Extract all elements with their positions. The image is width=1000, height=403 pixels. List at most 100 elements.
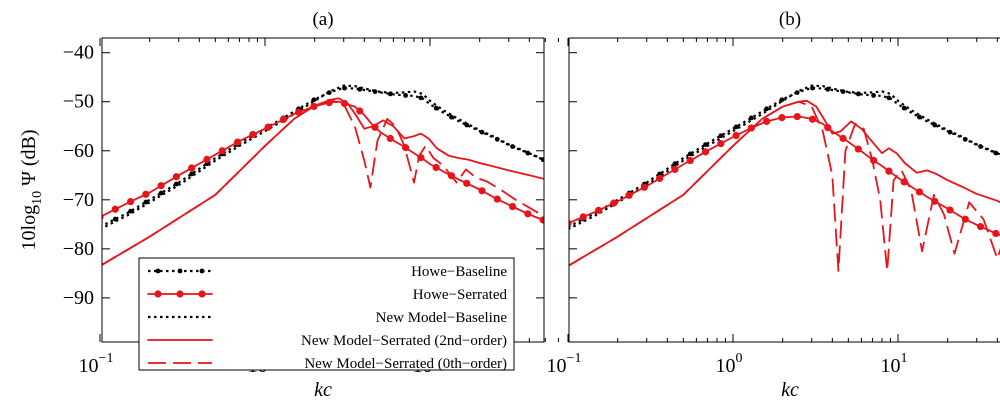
legend-marker [176,290,184,298]
legend-box [138,257,515,371]
panel-b: (b) 10−1 100 101 kc [547,9,1000,401]
series-line-a-4 [102,99,544,266]
series-marker-b-0 [748,115,754,121]
series-marker-a-1 [493,195,501,203]
x-tick-label: 100 [716,351,743,377]
series-marker-b-1 [869,156,878,164]
series-marker-a-1 [371,123,379,131]
series-marker-a-1 [340,99,349,108]
series-marker-a-1 [264,123,272,131]
y-tick-label: −50 [63,91,94,113]
series-marker-b-1 [625,191,633,199]
series-marker-b-1 [778,114,786,122]
series-marker-a-1 [295,108,303,116]
legend-marker [154,290,162,298]
series-marker-b-1 [793,112,801,121]
series-marker-a-1 [157,182,165,190]
series-marker-b-1 [701,148,710,156]
panel-b-ticks: 10−1 100 101 [547,38,998,377]
legend: Howe−Baseline Howe−Serrated New Model−Ba… [138,257,515,372]
series-marker-a-0 [540,157,544,163]
series-marker-b-1 [610,199,618,207]
x-tick-label: 10−1 [547,351,582,377]
series-marker-b-0 [886,95,892,101]
legend-marker [155,268,161,274]
series-marker-b-0 [825,86,831,92]
series-marker-a-0 [342,85,347,91]
series-marker-a-0 [433,105,439,111]
series-marker-a-1 [111,205,119,213]
legend-label-howe-serrated: Howe−Serrated [413,287,508,303]
series-marker-a-0 [189,171,195,177]
series-marker-b-0 [947,129,953,135]
series-marker-b-0 [779,97,785,103]
series-marker-a-1 [218,147,226,155]
y-tick-label: −70 [63,189,94,211]
series-marker-b-1 [900,178,908,186]
series-marker-a-1 [478,187,486,195]
series-marker-b-1 [824,124,832,132]
series-marker-b-0 [718,133,724,139]
series-marker-a-1 [249,130,257,139]
series-marker-b-0 [932,122,938,128]
series-marker-b-0 [855,91,861,97]
series-marker-b-1 [656,174,664,183]
series-marker-a-0 [311,97,317,103]
series-marker-a-1 [417,154,425,162]
series-marker-a-0 [128,208,133,214]
series-marker-a-1 [508,202,517,211]
series-marker-b-1 [931,197,939,205]
series-marker-b-1 [686,156,694,165]
legend-label-new-baseline: New Model−Baseline [376,310,508,326]
series-marker-b-0 [993,150,999,156]
series-marker-a-1 [555,223,562,230]
panel-b-xlabel: kc [781,379,799,401]
series-marker-a-1 [356,107,364,115]
y-tick-label: −80 [63,238,94,260]
series-marker-b-1 [961,215,969,223]
series-marker-a-1 [401,144,410,152]
series-marker-b-1 [594,206,603,214]
panel-b-plot-area [569,84,1000,272]
series-marker-a-0 [372,89,378,95]
series-marker-a-0 [387,91,393,97]
series-marker-b-0 [871,93,876,98]
series-marker-b-0 [917,114,922,120]
series-marker-b-1 [946,206,954,214]
series-marker-b-1 [839,134,847,142]
series-marker-b-1 [808,115,817,123]
series-marker-a-1 [142,190,150,198]
series-marker-b-1 [976,222,985,231]
series-line-a-0 [102,86,544,228]
series-marker-a-0 [464,122,470,128]
series-marker-a-0 [326,90,332,96]
series-marker-a-1 [386,134,394,143]
series-marker-a-1 [203,155,211,164]
y-tick-label: −40 [63,42,94,64]
series-line-b-0 [569,86,1000,228]
series-marker-b-1 [640,183,648,191]
series-marker-a-1 [539,216,544,224]
legend-marker [177,268,183,274]
x-tick-label: 101 [881,351,908,377]
series-marker-b-1 [854,145,862,153]
series-marker-b-0 [703,142,708,147]
series-marker-a-1 [126,197,135,206]
series-marker-b-1 [992,229,1000,238]
series-line-a-1 [102,100,544,222]
panel-b-frame [568,37,1000,343]
legend-label-howe-baseline: Howe−Baseline [411,264,507,280]
series-marker-a-1 [172,173,180,181]
legend-marker [198,290,206,298]
series-marker-b-1 [671,165,679,174]
series-marker-a-1 [233,138,242,146]
series-line-b-1 [569,115,1000,236]
series-line-b-2 [569,84,1000,230]
series-marker-a-0 [158,190,164,196]
legend-label-new-serrated-2nd: New Model−Serrated (2nd−order) [301,333,507,349]
series-marker-a-1 [310,102,318,111]
series-marker-b-0 [840,89,846,95]
series-marker-a-1 [102,213,104,220]
series-marker-a-0 [418,95,424,101]
